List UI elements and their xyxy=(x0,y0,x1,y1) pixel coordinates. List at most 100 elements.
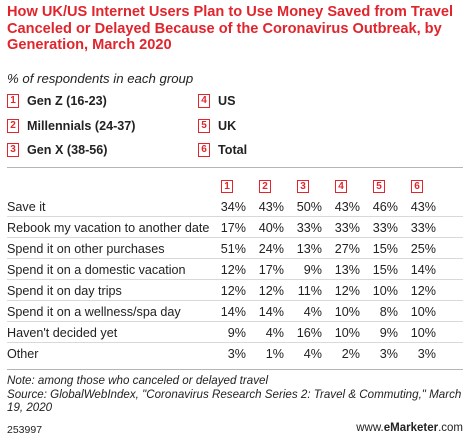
cell-value: 15% xyxy=(372,242,398,256)
cell-value: 46% xyxy=(372,200,398,214)
cell-value: 15% xyxy=(372,263,398,277)
row-label: Spend it on other purchases xyxy=(7,242,165,256)
legend-number-box: 3 xyxy=(7,143,19,157)
site-credit: www.eMarketer.com xyxy=(356,422,463,434)
cell-value: 2% xyxy=(341,347,360,361)
legend-item-gen-z: 1 Gen Z (16-23) xyxy=(7,94,107,108)
cell-value: 51% xyxy=(220,242,246,256)
chart-id: 253997 xyxy=(7,424,43,436)
legend-number-box: 5 xyxy=(198,119,210,133)
legend-label: Gen X (38-56) xyxy=(27,143,108,157)
cell-value: 1% xyxy=(265,347,284,361)
cell-value: 9% xyxy=(227,326,246,340)
cell-value: 9% xyxy=(303,263,322,277)
note-text: Note: among those who canceled or delaye… xyxy=(7,374,269,387)
legend-number-box: 2 xyxy=(7,119,19,133)
legend-number-box: 4 xyxy=(198,94,210,108)
cell-value: 4% xyxy=(265,326,284,340)
cell-value: 14% xyxy=(410,263,436,277)
cell-value: 10% xyxy=(410,326,436,340)
legend-label: Millennials (24-37) xyxy=(27,119,136,133)
legend-label: UK xyxy=(218,119,237,133)
cell-value: 11% xyxy=(297,284,322,298)
chart-title: How UK/US Internet Users Plan to Use Mon… xyxy=(7,4,454,53)
table-row: Spend it on a domestic vacation 12% 17% 9% 1… xyxy=(7,260,463,280)
table-row: Rebook my vacation to another date 17% 40%… xyxy=(7,218,463,238)
source-text: Source: GlobalWebIndex, "Coronavirus Res… xyxy=(7,387,462,415)
cell-value: 12% xyxy=(334,284,360,298)
cell-value: 12% xyxy=(220,284,246,298)
column-header-6: 6 xyxy=(411,176,425,193)
chart-subtitle: % of respondents in each group xyxy=(7,71,194,86)
cell-value: 10% xyxy=(334,326,360,340)
table-row: Spend it on a wellness/spa day 14% 14% 4% 10… xyxy=(7,302,463,322)
row-divider xyxy=(7,216,463,217)
cell-value: 17% xyxy=(220,221,246,235)
row-label: Other xyxy=(7,347,39,361)
table-row: Save it 34% 43% 50% 43% 46% 43% xyxy=(7,197,463,217)
legend-item-gen-x: 3 Gen X (38-56) xyxy=(7,143,108,157)
legend: 1 Gen Z (16-23) 2 Millennials (24-37) 3 … xyxy=(7,94,465,162)
column-header-4: 4 xyxy=(335,176,349,193)
column-header-5: 5 xyxy=(373,176,387,193)
cell-value: 9% xyxy=(379,326,398,340)
cell-value: 16% xyxy=(296,326,322,340)
cell-value: 4% xyxy=(303,347,322,361)
cell-value: 25% xyxy=(410,242,436,256)
cell-value: 12% xyxy=(258,284,284,298)
cell-value: 10% xyxy=(334,305,360,319)
row-label: Spend it on a domestic vacation xyxy=(7,263,186,277)
cell-value: 3% xyxy=(227,347,246,361)
column-header-2: 2 xyxy=(259,176,273,193)
cell-value: 43% xyxy=(258,200,284,214)
column-header-3: 3 xyxy=(297,176,311,193)
row-divider xyxy=(7,279,463,280)
cell-value: 24% xyxy=(258,242,284,256)
legend-number-box: 1 xyxy=(7,94,19,108)
legend-label: Gen Z (16-23) xyxy=(27,94,107,108)
cell-value: 33% xyxy=(410,221,436,235)
cell-value: 33% xyxy=(334,221,360,235)
table-row: Spend it on other purchases 51% 24% 13% 27% 1… xyxy=(7,239,463,259)
cell-value: 43% xyxy=(334,200,360,214)
cell-value: 13% xyxy=(334,263,360,277)
legend-item-total: 6 Total xyxy=(198,143,247,157)
cell-value: 40% xyxy=(258,221,284,235)
footer-rule xyxy=(7,369,463,370)
cell-value: 13% xyxy=(296,242,322,256)
source-note: Note: among those who canceled or delaye… xyxy=(7,374,463,415)
cell-value: 33% xyxy=(296,221,322,235)
legend-item-us: 4 US xyxy=(198,94,236,108)
column-header-1: 1 xyxy=(221,176,235,193)
row-divider xyxy=(7,258,463,259)
cell-value: 33% xyxy=(372,221,398,235)
legend-label: Total xyxy=(218,143,248,157)
cell-value: 17% xyxy=(258,263,284,277)
cell-value: 12% xyxy=(410,284,436,298)
cell-value: 10% xyxy=(410,305,436,319)
cell-value: 3% xyxy=(379,347,398,361)
row-label: Spend it on a wellness/spa day xyxy=(7,305,181,319)
row-divider xyxy=(7,237,463,238)
cell-value: 14% xyxy=(258,305,284,319)
cell-value: 3% xyxy=(417,347,436,361)
row-label: Save it xyxy=(7,200,46,214)
header-rule xyxy=(7,167,463,168)
table-row: Other 3% 1% 4% 2% 3% 3% xyxy=(7,344,463,364)
cell-value: 27% xyxy=(334,242,360,256)
row-label: Haven't decided yet xyxy=(7,326,118,340)
cell-value: 34% xyxy=(220,200,246,214)
cell-value: 12% xyxy=(220,263,246,277)
table-row: Haven't decided yet 9% 4% 16% 10% 9% 10% xyxy=(7,323,463,343)
cell-value: 8% xyxy=(379,305,398,319)
row-label: Spend it on day trips xyxy=(7,284,122,298)
cell-value: 10% xyxy=(372,284,398,298)
row-divider xyxy=(7,342,463,343)
legend-number-box: 6 xyxy=(198,143,210,157)
legend-item-millennials: 2 Millennials (24-37) xyxy=(7,119,135,133)
cell-value: 50% xyxy=(296,200,322,214)
table-row: Spend it on day trips 12% 12% 11% 12% 10% 12% xyxy=(7,281,463,301)
legend-label: US xyxy=(218,94,236,108)
row-divider xyxy=(7,321,463,322)
cell-value: 43% xyxy=(410,200,436,214)
